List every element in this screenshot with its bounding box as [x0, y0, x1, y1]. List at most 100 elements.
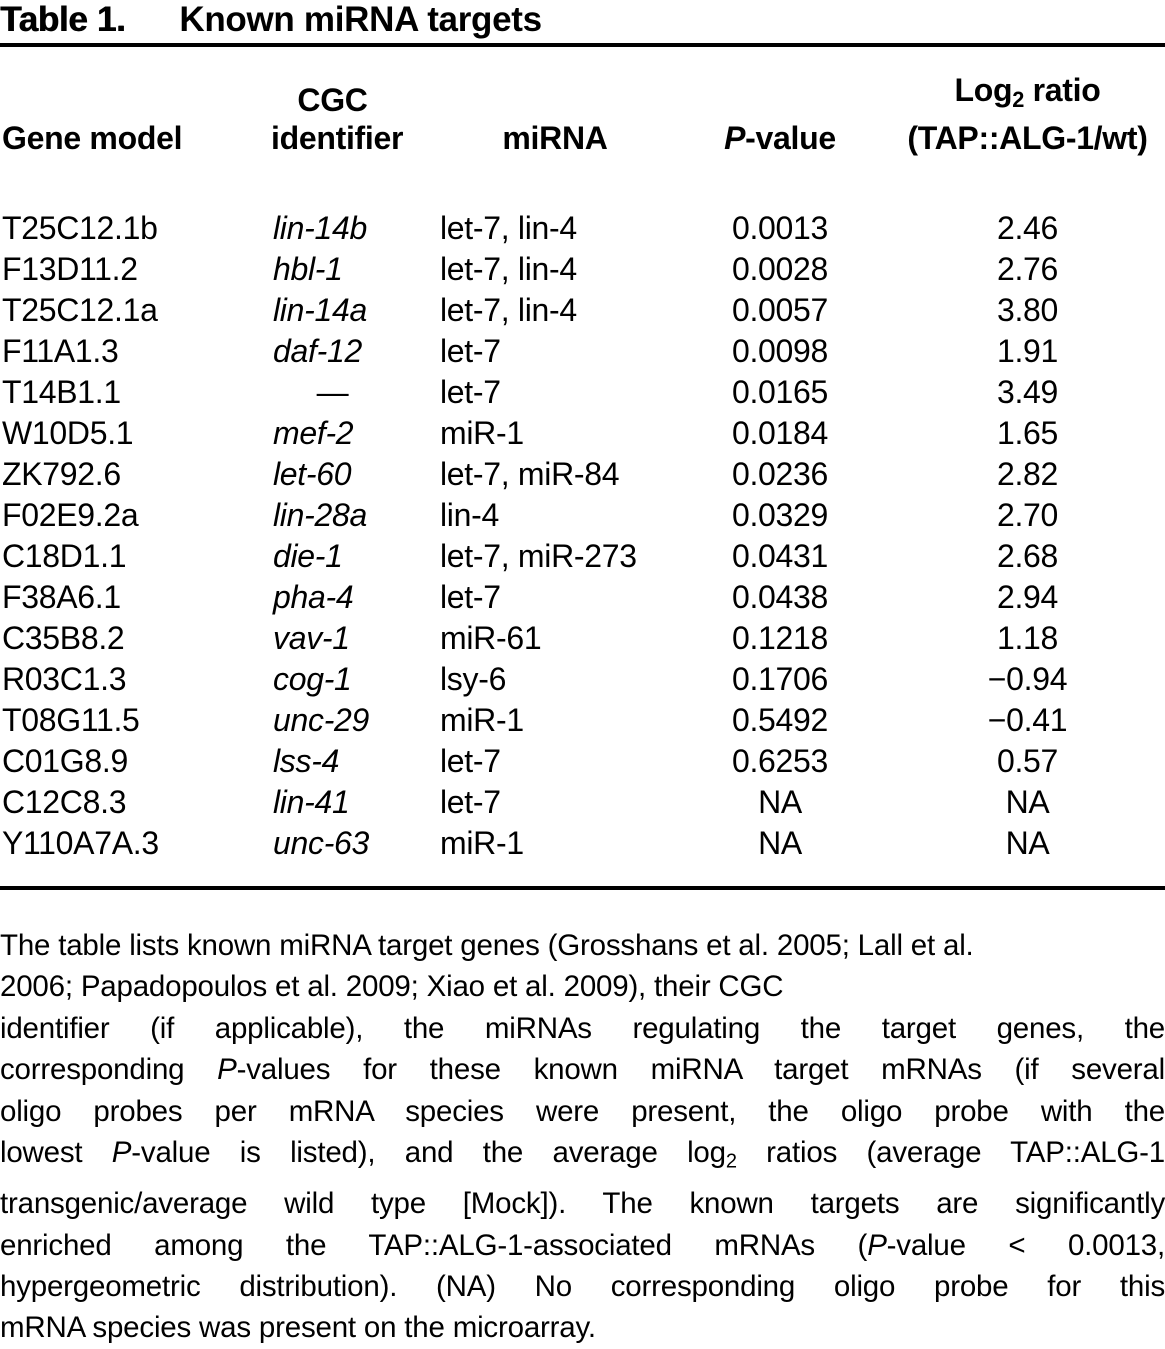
- cell-log2-ratio: 3.80: [996, 292, 1059, 329]
- table-number-label: Table 1.: [0, 0, 126, 39]
- cell-p-value: 0.6253: [731, 743, 829, 780]
- cell-p-value: 0.0165: [731, 374, 829, 411]
- cell-p-value: 0.0438: [731, 579, 829, 616]
- footnote-line: The table lists known miRNA target genes…: [0, 929, 974, 963]
- cell-mirna: lin-4: [440, 497, 499, 534]
- cell-mirna: let-7, lin-4: [440, 251, 577, 288]
- cell-log2-ratio: 2.46: [996, 210, 1059, 247]
- cell-p-value: 0.0028: [731, 251, 829, 288]
- cell-gene-model: F38A6.1: [2, 579, 121, 616]
- column-header-log2-ratio: Log2 ratio (TAP::ALG-1/wt): [907, 72, 1148, 157]
- cell-log2-ratio: 1.65: [996, 415, 1059, 452]
- cell-cgc-identifier: lss-4: [273, 743, 340, 780]
- cell-p-value: 0.0236: [731, 456, 829, 493]
- cell-cgc-identifier: vav-1: [273, 620, 350, 657]
- table-row: W10D5.1 mef-2 miR-1 0.0184 1.65: [0, 413, 1165, 454]
- header-row: Gene model CGC identifier miRNA P-value …: [0, 47, 1165, 179]
- cell-mirna: let-7, miR-273: [440, 538, 637, 575]
- table-row: C35B8.2 vav-1 miR-61 0.1218 1.18: [0, 618, 1165, 659]
- table-row: T14B1.1 — let-7 0.0165 3.49: [0, 372, 1165, 413]
- cell-mirna: let-7, lin-4: [440, 210, 577, 247]
- cell-log2-ratio: 2.68: [996, 538, 1059, 575]
- top-rule: [0, 43, 1165, 47]
- cell-mirna: let-7, miR-84: [440, 456, 620, 493]
- table-body: T25C12.1b lin-14b let-7, lin-4 0.0013 2.46 F1…: [0, 179, 1165, 886]
- cell-mirna: miR-61: [440, 620, 542, 657]
- footnote-line: corresponding P-values for these known m…: [0, 1053, 1165, 1087]
- footnote-line: 2006; Papadopoulos et al. 2009; Xiao et …: [0, 970, 784, 1004]
- column-header-mirna: miRNA: [502, 120, 608, 157]
- cell-gene-model: T25C12.1b: [2, 210, 158, 247]
- cell-log2-ratio: 1.91: [996, 333, 1059, 370]
- table-row: F13D11.2 hbl-1 let-7, lin-4 0.0028 2.76: [0, 249, 1165, 290]
- cell-mirna: let-7: [440, 333, 501, 370]
- cell-mirna: let-7: [440, 579, 501, 616]
- table-row: F38A6.1 pha-4 let-7 0.0438 2.94: [0, 577, 1165, 618]
- cell-gene-model: T14B1.1: [2, 374, 121, 411]
- cell-gene-model: C01G8.9: [2, 743, 128, 780]
- table-row: T08G11.5 unc-29 miR-1 0.5492 −0.41: [0, 700, 1165, 741]
- table-row: ZK792.6 let-60 let-7, miR-84 0.0236 2.82: [0, 454, 1165, 495]
- footnote-line: identifier (if applicable), the miRNAs r…: [0, 1011, 1165, 1045]
- cell-mirna: let-7: [440, 374, 501, 411]
- cell-p-value: 0.0098: [731, 333, 829, 370]
- cell-mirna: miR-1: [440, 415, 524, 452]
- cell-p-value: 0.0013: [731, 210, 829, 247]
- cell-log2-ratio: −0.94: [987, 661, 1068, 698]
- cell-gene-model: R03C1.3: [2, 661, 127, 698]
- cell-cgc-identifier: mef-2: [273, 415, 354, 452]
- cell-cgc-identifier: hbl-1: [273, 251, 343, 288]
- cell-gene-model: T25C12.1a: [2, 292, 158, 329]
- cell-p-value: 0.0329: [731, 497, 829, 534]
- table-row: Y110A7A.3 unc-63 miR-1 NA NA: [0, 823, 1165, 886]
- cell-p-value: 0.0057: [731, 292, 829, 329]
- footnote-line: enriched among the TAP::ALG-1-associated…: [0, 1228, 1165, 1262]
- cell-mirna: lsy-6: [440, 661, 507, 698]
- table-row: C12C8.3 lin-41 let-7 NA NA: [0, 782, 1165, 823]
- column-header-p-value: P-value: [724, 120, 836, 157]
- cell-cgc-identifier: lin-41: [273, 784, 350, 821]
- cell-log2-ratio: NA: [1005, 825, 1050, 862]
- cell-gene-model: ZK792.6: [2, 456, 121, 493]
- cell-gene-model: C18D1.1: [2, 538, 127, 575]
- column-header-cgc-identifier: CGC identifier: [271, 82, 404, 157]
- cell-p-value: NA: [758, 784, 802, 821]
- cell-cgc-identifier: lin-14a: [273, 292, 367, 329]
- cell-gene-model: T08G11.5: [2, 702, 140, 739]
- cell-log2-ratio: 0.57: [996, 743, 1059, 780]
- cell-cgc-identifier: lin-14b: [273, 210, 367, 247]
- cell-mirna: let-7: [440, 743, 501, 780]
- cell-p-value: 0.0431: [731, 538, 829, 575]
- cell-p-value: 0.5492: [731, 702, 829, 739]
- cell-gene-model: C12C8.3: [2, 784, 127, 821]
- cell-cgc-identifier: —: [316, 374, 349, 411]
- known-mirna-targets-table: Gene model CGC identifier miRNA P-value …: [0, 47, 1165, 886]
- table-header: Gene model CGC identifier miRNA P-value …: [0, 47, 1165, 179]
- table-row: F02E9.2a lin-28a lin-4 0.0329 2.70: [0, 495, 1165, 536]
- cell-log2-ratio: 2.70: [996, 497, 1059, 534]
- cell-cgc-identifier: pha-4: [273, 579, 354, 616]
- footnote-line: transgenic/average wild type [Mock]). Th…: [0, 1187, 1165, 1221]
- cell-gene-model: F02E9.2a: [2, 497, 139, 534]
- cell-p-value: NA: [758, 825, 802, 862]
- cell-gene-model: F11A1.3: [2, 333, 119, 370]
- cell-gene-model: C35B8.2: [2, 620, 125, 657]
- cell-cgc-identifier: unc-29: [273, 702, 370, 739]
- cell-log2-ratio: NA: [1005, 784, 1050, 821]
- cell-gene-model: F13D11.2: [2, 251, 138, 288]
- table-footnote: The table lists known miRNA target genes…: [0, 925, 1165, 1349]
- cell-mirna: miR-1: [440, 825, 524, 862]
- cell-log2-ratio: 2.76: [996, 251, 1059, 288]
- cell-mirna: miR-1: [440, 702, 524, 739]
- cell-cgc-identifier: lin-28a: [273, 497, 367, 534]
- cell-log2-ratio: 1.18: [996, 620, 1059, 657]
- table-title-text: Known miRNA targets: [179, 0, 542, 39]
- footnote-line: oligo probes per mRNA species were prese…: [0, 1094, 1165, 1128]
- cell-mirna: let-7, lin-4: [440, 292, 577, 329]
- table-row: F11A1.3 daf-12 let-7 0.0098 1.91: [0, 331, 1165, 372]
- bottom-rule: [0, 886, 1165, 891]
- footnote-line: hypergeometric distribution). (NA) No co…: [0, 1269, 1165, 1303]
- cell-cgc-identifier: daf-12: [273, 333, 362, 370]
- table-title: Table 1. Known miRNA targets: [0, 0, 1165, 43]
